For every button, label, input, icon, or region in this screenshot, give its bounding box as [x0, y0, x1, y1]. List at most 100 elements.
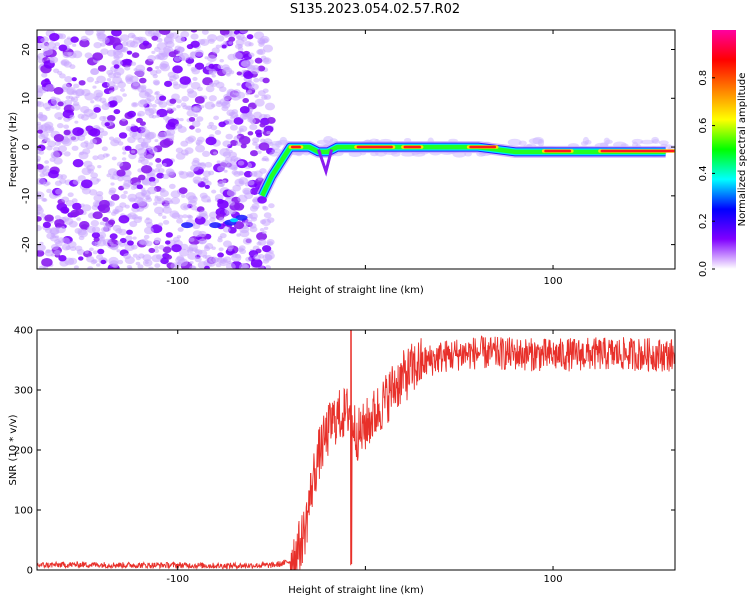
- ridge-halo: [651, 139, 660, 145]
- noise-speckle: [109, 100, 118, 107]
- noise-speckle: [258, 142, 270, 151]
- noise-speckle: [145, 145, 152, 151]
- noise-speckle: [119, 88, 126, 92]
- noise-speckle: [237, 194, 248, 203]
- noise-speckle: [48, 170, 59, 179]
- noise-speckle: [233, 117, 244, 125]
- noise-speckle: [71, 77, 77, 82]
- noise-speckle: [38, 58, 44, 64]
- noise-speckle: [137, 215, 143, 220]
- noise-speckle: [242, 237, 253, 245]
- noise-speckle: [234, 253, 241, 259]
- colorbar-tick-label: 0.2: [698, 213, 709, 229]
- noise-speckle: [135, 261, 141, 266]
- noise-speckle: [208, 63, 215, 69]
- noise-speckle: [249, 123, 258, 131]
- noise-speckle: [253, 111, 263, 119]
- noise-speckle: [195, 144, 206, 153]
- noise-speckle: [135, 36, 140, 41]
- noise-speckle: [53, 134, 65, 142]
- noise-speckle: [59, 178, 67, 184]
- noise-speckle: [55, 188, 63, 195]
- noise-speckle: [212, 257, 220, 263]
- noise-speckle: [256, 132, 263, 138]
- spectral-blob: [209, 222, 222, 229]
- noise-speckle: [90, 259, 97, 265]
- noise-speckle: [58, 44, 68, 52]
- noise-speckle: [97, 33, 108, 42]
- noise-speckle: [87, 266, 94, 269]
- noise-speckle: [142, 259, 153, 267]
- noise-speckle: [37, 249, 45, 257]
- noise-speckle: [72, 202, 82, 211]
- noise-speckle: [138, 156, 146, 162]
- ridge-halo: [640, 139, 655, 145]
- noise-speckle: [74, 120, 79, 124]
- noise-speckle: [180, 149, 189, 156]
- noise-speckle: [266, 130, 271, 135]
- noise-speckle: [44, 249, 54, 257]
- noise-speckle: [47, 140, 57, 148]
- noise-speckle: [156, 172, 165, 179]
- colorbar-tick-label: 0.8: [698, 70, 709, 86]
- noise-speckle: [100, 130, 108, 137]
- noise-speckle: [120, 193, 127, 199]
- noise-speckle: [231, 109, 239, 115]
- noise-speckle: [135, 256, 141, 261]
- noise-speckle: [217, 64, 223, 69]
- noise-speckle: [217, 165, 225, 172]
- noise-speckle: [262, 44, 274, 53]
- noise-speckle: [62, 208, 69, 214]
- noise-speckle: [49, 32, 60, 42]
- noise-speckle: [96, 75, 106, 84]
- snr-plot-area: [37, 330, 675, 570]
- noise-speckle: [66, 88, 75, 96]
- noise-speckle: [79, 221, 90, 230]
- noise-speckle: [262, 230, 267, 235]
- noise-speckle: [37, 244, 46, 252]
- noise-speckle: [123, 190, 128, 195]
- noise-speckle: [142, 40, 150, 46]
- noise-speckle: [81, 187, 92, 195]
- noise-speckle: [202, 170, 211, 178]
- noise-speckle: [153, 248, 160, 254]
- noise-speckle: [106, 69, 114, 76]
- noise-speckle: [40, 140, 45, 144]
- noise-speckle: [56, 123, 64, 129]
- noise-speckle: [220, 183, 225, 187]
- y-tick-label: 20: [21, 43, 32, 56]
- noise-speckle: [262, 205, 267, 210]
- noise-speckle: [110, 244, 119, 251]
- noise-speckle: [122, 183, 131, 190]
- ridge-halo: [605, 139, 613, 145]
- noise-speckle: [131, 52, 140, 58]
- noise-speckle: [72, 179, 80, 185]
- noise-speckle: [132, 80, 140, 87]
- noise-speckle: [254, 94, 259, 98]
- noise-speckle: [124, 65, 131, 71]
- noise-speckle: [191, 120, 201, 128]
- noise-speckle: [257, 176, 263, 181]
- noise-speckle: [170, 197, 181, 205]
- noise-speckle: [140, 129, 151, 138]
- noise-speckle: [192, 176, 203, 184]
- noise-speckle: [236, 35, 242, 40]
- noise-speckle: [41, 257, 53, 267]
- noise-speckle: [242, 187, 252, 195]
- noise-speckle: [204, 56, 209, 60]
- x-tick-label: -100: [166, 276, 189, 287]
- noise-speckle: [112, 263, 119, 269]
- noise-speckle: [102, 216, 109, 222]
- noise-speckle: [175, 256, 185, 264]
- noise-speckle: [110, 194, 120, 201]
- noise-speckle: [258, 253, 265, 259]
- noise-speckle: [188, 117, 196, 122]
- noise-speckle: [263, 94, 272, 100]
- noise-speckle: [258, 42, 265, 47]
- noise-speckle: [85, 142, 95, 150]
- noise-speckle: [160, 257, 169, 265]
- noise-speckle: [97, 248, 105, 255]
- noise-speckle: [163, 36, 173, 43]
- y-tick-label: 400: [14, 326, 33, 337]
- noise-speckle: [140, 190, 148, 196]
